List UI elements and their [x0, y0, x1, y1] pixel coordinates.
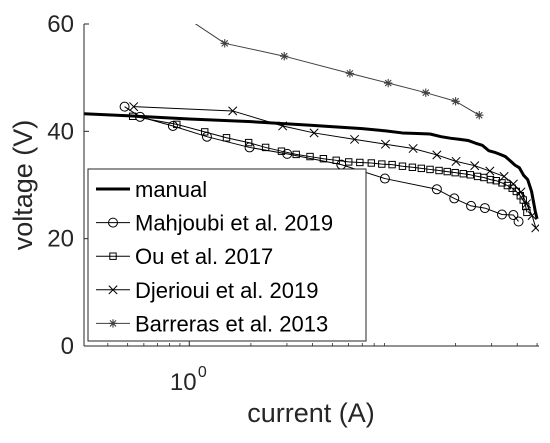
legend-box: [87, 168, 367, 342]
series-0: [84, 112, 539, 220]
data-point: [350, 134, 360, 144]
data-point: [228, 106, 238, 116]
data-point: [527, 211, 537, 221]
x-tick-label-exponent: 0: [198, 364, 207, 381]
series-4: [194, 24, 484, 120]
x-axis-title: current (A): [247, 398, 375, 428]
series-line: [84, 112, 539, 220]
series-line: [132, 115, 528, 213]
legend-label: Barreras et al. 2013: [135, 311, 328, 336]
data-point: [367, 159, 376, 167]
data-point: [516, 187, 526, 197]
data-point: [443, 167, 451, 176]
data-point: [431, 184, 442, 195]
data-point: [345, 69, 355, 78]
data-point: [309, 128, 319, 138]
data-point: [398, 162, 407, 170]
y-tick-label: 60: [47, 11, 74, 38]
data-point: [306, 152, 314, 161]
data-point: [459, 170, 467, 178]
legend-label: Mahjoubi et al. 2019: [135, 211, 333, 236]
data-point: [435, 166, 443, 175]
y-tick-label: 20: [47, 226, 74, 253]
data-point: [451, 156, 461, 166]
data-point: [451, 97, 460, 106]
y-tick-label: 0: [61, 333, 74, 360]
data-point: [503, 181, 512, 190]
series-line: [124, 106, 519, 222]
data-point: [383, 78, 393, 88]
legend-marker: [109, 252, 117, 260]
y-axis-title: voltage (V): [8, 120, 38, 251]
legend: manual Mahjoubi et al. 2019 Ou et al. 2017…: [87, 168, 367, 342]
legend-entry-4: Barreras et al. 2013: [96, 311, 328, 336]
legend-marker: [108, 285, 118, 295]
data-point: [388, 160, 396, 169]
data-point: [379, 173, 390, 184]
data-point: [356, 158, 364, 167]
data-point: [222, 134, 231, 142]
data-point: [466, 200, 477, 211]
data-point: [167, 120, 178, 131]
data-point: [508, 179, 518, 189]
data-point: [378, 160, 386, 168]
y-tick-label: 40: [47, 118, 74, 145]
legend-label: Djerioui et al. 2019: [135, 278, 318, 303]
data-point: [513, 216, 524, 227]
data-point: [499, 171, 509, 181]
data-point: [449, 193, 460, 204]
x-tick-label-base: 10: [170, 369, 197, 396]
data-point: [496, 209, 507, 220]
data-point: [531, 223, 539, 233]
data-point: [129, 102, 139, 112]
data-point: [332, 156, 340, 165]
data-point: [486, 175, 495, 184]
legend-label: Ou et al. 2017: [135, 244, 273, 269]
data-point: [277, 147, 286, 155]
data-point: [319, 155, 328, 163]
legend-marker: [108, 217, 118, 228]
data-point: [345, 158, 353, 166]
data-point: [498, 179, 506, 187]
data-point: [280, 52, 289, 61]
data-point: [292, 150, 300, 159]
legend-label: manual: [135, 177, 207, 202]
data-point: [278, 121, 288, 131]
data-point: [201, 128, 209, 136]
data-point: [417, 164, 426, 173]
legend-entry-0: manual: [96, 177, 207, 202]
data-point: [485, 166, 495, 176]
data-point: [521, 199, 532, 209]
data-point: [512, 187, 521, 196]
data-point: [451, 168, 459, 177]
data-point: [119, 101, 130, 112]
data-point: [426, 165, 434, 174]
data-point: [432, 150, 442, 160]
series-layer: [84, 24, 539, 233]
data-point: [479, 203, 490, 214]
data-point: [408, 143, 418, 154]
data-point: [220, 39, 229, 48]
data-point: [508, 210, 519, 221]
data-point: [492, 177, 500, 185]
series-3: [129, 102, 539, 233]
legend-marker: [108, 319, 118, 328]
legend-entry-2: Ou et al. 2017: [96, 244, 273, 269]
data-point: [408, 163, 417, 171]
data-point: [173, 120, 181, 129]
legend-entry-1: Mahjoubi et al. 2019: [96, 211, 333, 236]
data-point: [244, 138, 253, 147]
data-point: [261, 143, 270, 152]
legend-entry-3: Djerioui et al. 2019: [96, 278, 318, 303]
data-point: [475, 111, 484, 120]
data-point: [380, 139, 391, 149]
series-line-lead-in: [194, 24, 226, 44]
data-point: [421, 88, 430, 97]
data-point: [128, 112, 137, 121]
data-point: [470, 161, 480, 171]
data-point: [466, 171, 475, 179]
